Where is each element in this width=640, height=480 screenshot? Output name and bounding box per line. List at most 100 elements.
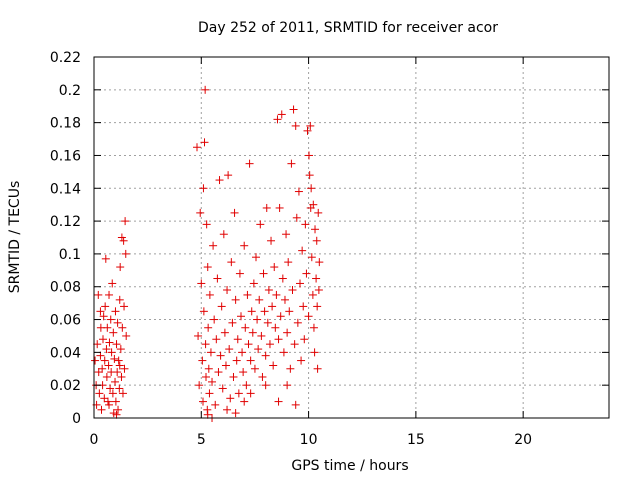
data-point [198,356,207,365]
plot-frame [93,56,610,419]
data-point [306,121,315,130]
data-point [105,290,114,299]
y-tick-labels: 0 0.02 0.04 0.06 0.08 0.1 0.12 0.14 0.16 0.18 0.2 0… [50,50,81,427]
data-point [114,356,123,365]
data-point [307,253,316,262]
data-point [274,397,283,406]
data-point [230,208,239,217]
data-point [278,274,287,283]
data-point [290,340,299,349]
data-point [211,400,220,409]
data-point [108,389,117,398]
data-point [113,368,122,377]
data-point [312,236,321,245]
data-point [212,335,221,344]
data-point [100,356,109,365]
data-point [99,312,108,321]
data-point [223,286,232,295]
data-point [291,400,300,409]
data-point [102,345,111,354]
data-point [298,246,307,255]
data-point [108,279,117,288]
data-point [213,274,222,283]
data-point [291,121,300,130]
y-tick-label: 0.22 [50,50,81,66]
y-tick-label: 0.1 [59,247,81,263]
data-point [117,233,126,242]
data-point [224,171,233,180]
data-point [234,389,243,398]
data-point [116,263,125,272]
data-point [289,105,298,114]
data-point [314,286,323,295]
data-point [261,351,270,360]
data-point [311,225,320,234]
data-point [308,290,317,299]
data-point [240,241,249,250]
data-point [296,279,304,288]
data-point [203,263,212,272]
data-point [116,345,125,354]
data-point [300,335,309,344]
data-point [249,279,258,288]
data-point [226,394,235,403]
y-tick-label: 0.14 [50,181,81,197]
data-point [94,368,103,377]
data-point [286,364,295,373]
data-point [272,290,281,299]
data-point [205,290,214,299]
data-point [305,171,314,180]
data-point [271,323,280,332]
y-tick-label: 0.02 [50,378,81,394]
data-point [233,335,242,344]
data-point [229,372,238,381]
data-point [263,318,272,327]
data-point [307,184,316,193]
data-point [199,307,208,316]
data-point [201,340,210,349]
data-point [220,328,229,337]
data-point [105,400,114,409]
data-point [101,254,110,263]
data-point [112,340,121,349]
data-point [206,348,215,357]
x-tick-labels: 0 5 10 15 20 [90,432,533,448]
data-point [95,389,104,398]
data-point [119,236,128,245]
data-point [200,138,209,147]
y-tick-label: 0.06 [50,313,81,329]
data-point [313,302,322,311]
data-point [310,348,319,357]
data-point [242,381,251,390]
data-point [269,361,278,370]
data-point [104,361,113,370]
data-point [231,409,240,418]
data-point [231,295,240,304]
data-point [253,315,262,324]
data-point [110,354,119,363]
data-point [216,351,225,360]
data-point [217,302,226,311]
data-point [265,340,274,349]
data-point [275,203,284,212]
x-tick-label: 10 [300,432,318,448]
data-point [93,340,102,349]
y-axis-label: SRMTID / TECUs [7,181,23,294]
data-point [202,220,211,229]
data-point [199,397,208,406]
data-point [194,331,203,340]
data-point [243,290,252,299]
data-point [195,381,204,390]
data-point [215,176,224,185]
data-point [299,302,308,311]
data-point [270,263,279,272]
data-point [97,405,106,414]
data-point [258,372,267,381]
data-point [103,397,112,406]
data-point [121,249,130,258]
data-point [246,356,255,365]
data-point [115,361,124,370]
data-point [193,143,201,152]
data-point [255,295,264,304]
data-point [304,312,313,321]
